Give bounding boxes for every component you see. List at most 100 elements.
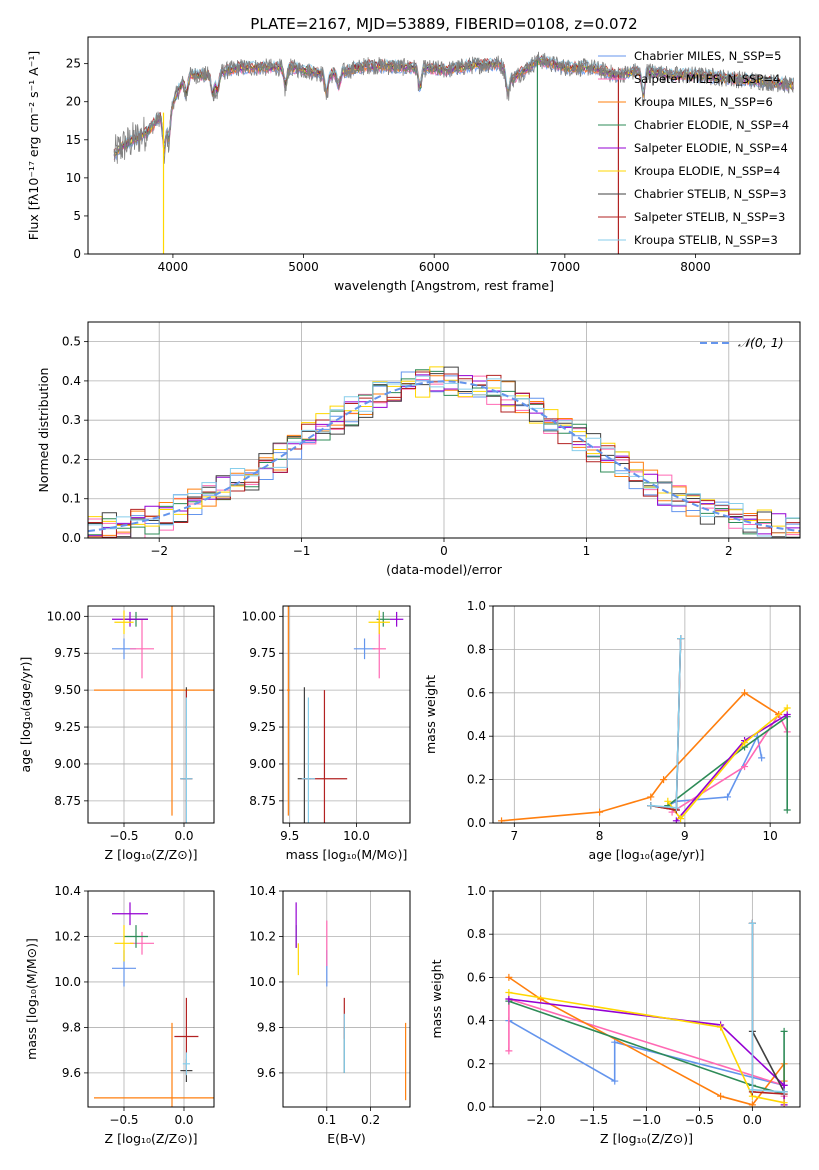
y-tick-label: 0.0	[467, 1100, 486, 1114]
x-axis-label: E(B-V)	[327, 1131, 366, 1146]
x-axis-label: Z [log₁₀(Z/Z⊙)]	[600, 1131, 693, 1146]
weight_vs_Z-lines	[505, 919, 788, 1107]
x-tick-label: −1	[293, 544, 311, 558]
y-tick-label: 0.4	[467, 1014, 486, 1028]
plus-marker	[660, 776, 668, 784]
y-tick-label: 9.25	[54, 720, 81, 734]
y-tick-label: 25	[66, 57, 81, 71]
y-tick-label: 0.0	[467, 816, 486, 830]
y-tick-label: 5	[73, 209, 81, 223]
weight-line	[751, 923, 785, 1095]
y-tick-label: 9.50	[54, 683, 81, 697]
y-tick-label: 0.6	[467, 970, 486, 984]
y-tick-label: 9.25	[249, 720, 276, 734]
y-tick-label: 10	[66, 171, 81, 185]
y-axis-label: age [log₁₀(age/yr)]	[18, 657, 33, 773]
x-tick-label: −2.0	[526, 1113, 555, 1127]
y-axis-label: mass [log₁₀(M/M⊙)]	[24, 938, 39, 1060]
histograms	[88, 366, 800, 538]
legend-label: Kroupa ELODIE, N_SSP=4	[634, 164, 780, 178]
residual-histogram	[88, 375, 800, 538]
y-tick-label: 0.8	[467, 642, 486, 656]
legend-label: 𝒩(0, 1)	[738, 335, 784, 350]
weight-line	[501, 691, 780, 822]
x-tick-label: 6000	[419, 260, 450, 274]
y-tick-label: 9.00	[54, 757, 81, 771]
x-tick-label: 9.5	[280, 829, 299, 843]
y-tick-label: 10.4	[54, 884, 81, 898]
y-tick-label: 9.6	[62, 1066, 81, 1080]
y-tick-label: 0.4	[467, 729, 486, 743]
age_vs_mass-errorbars	[287, 606, 404, 823]
y-tick-label: 0	[73, 247, 81, 261]
plus-marker	[783, 704, 791, 712]
plus-marker	[748, 1101, 756, 1107]
plus-marker	[537, 995, 545, 1003]
age_vs_Z-axes: −0.5 0.0 8.75 9.00 9.25 9.50 9.75 10.00 Z [log₁₀…	[18, 606, 214, 862]
x-tick-label: 4000	[158, 260, 189, 274]
x-tick-label: 0.0	[743, 1113, 762, 1127]
x-tick-label: 8	[596, 829, 604, 843]
axes-frame	[87, 890, 215, 1108]
x-tick-label: 0.0	[174, 829, 193, 843]
weight-line	[751, 923, 785, 1093]
plus-marker	[780, 1081, 788, 1089]
x-tick-label: 0	[440, 544, 448, 558]
y-tick-label: 0.1	[62, 492, 81, 506]
legend-label: Chabrier ELODIE, N_SSP=4	[634, 118, 789, 132]
y-axis-label: mass weight	[423, 675, 438, 754]
legend-label: Salpeter MILES, N_SSP=4	[634, 72, 780, 86]
y-tick-label: 9.75	[249, 646, 276, 660]
mass_vs_Z-errorbars	[94, 902, 214, 1107]
y-tick-label: 10.2	[249, 929, 276, 943]
plus-marker	[758, 754, 766, 762]
plus-marker	[611, 1077, 619, 1085]
weight-line	[667, 715, 789, 810]
legend-label: Kroupa STELIB, N_SSP=3	[634, 233, 778, 247]
y-tick-label: 9.6	[257, 1066, 276, 1080]
x-tick-label: −1.0	[632, 1113, 661, 1127]
x-axis-label: mass [log₁₀(M/M⊙)]	[286, 847, 408, 862]
weight-line	[508, 1000, 785, 1096]
x-tick-label: 8000	[680, 260, 711, 274]
x-tick-label: 7000	[550, 260, 581, 274]
plus-marker	[748, 1086, 756, 1094]
plus-marker	[780, 1027, 788, 1035]
plus-marker	[724, 793, 732, 801]
plus-marker	[717, 1023, 725, 1031]
age_vs_Z-errorbars	[94, 606, 214, 823]
y-tick-label: 0.0	[62, 531, 81, 545]
y-tick-label: 0.2	[467, 773, 486, 787]
plus-marker	[596, 808, 604, 816]
y-tick-label: 10.00	[47, 609, 81, 623]
axes-frame	[87, 36, 801, 255]
y-axis-label: Normed distribution	[36, 368, 51, 493]
axes-frame	[87, 605, 215, 824]
plus-marker	[664, 797, 672, 805]
y-tick-label: 8.75	[54, 794, 81, 808]
age_vs_mass-axes: 9.5 10.0 8.75 9.00 9.25 9.50 9.75 10.00 mass [lo…	[242, 606, 410, 862]
plus-marker	[780, 1099, 788, 1107]
x-tick-label: 1	[583, 544, 591, 558]
weight-line	[650, 638, 682, 809]
y-tick-label: 0.2	[467, 1057, 486, 1071]
y-tick-label: 0.2	[62, 452, 81, 466]
plus-marker	[780, 1088, 788, 1096]
y-tick-label: 10.4	[249, 884, 276, 898]
y-tick-label: 0.5	[62, 335, 81, 349]
axes-frame	[282, 605, 411, 824]
axes-frame	[492, 605, 801, 824]
x-tick-label: −1.5	[579, 1113, 608, 1127]
x-tick-label: −0.5	[109, 829, 138, 843]
y-tick-label: 20	[66, 95, 81, 109]
spectrum-lines	[113, 51, 794, 254]
spectrum-axes: 4000 5000 6000 7000 8000 0 5 10 15 20 25 wavelength…	[26, 51, 711, 293]
x-tick-label: −2	[150, 544, 168, 558]
plus-marker	[748, 919, 756, 927]
x-tick-label: 0.0	[174, 1113, 193, 1127]
plus-marker	[505, 973, 513, 981]
x-tick-label: 0.2	[361, 1113, 380, 1127]
legend-label: Kroupa MILES, N_SSP=6	[634, 95, 773, 109]
y-tick-label: 1.0	[467, 599, 486, 613]
y-tick-label: 9.00	[249, 757, 276, 771]
